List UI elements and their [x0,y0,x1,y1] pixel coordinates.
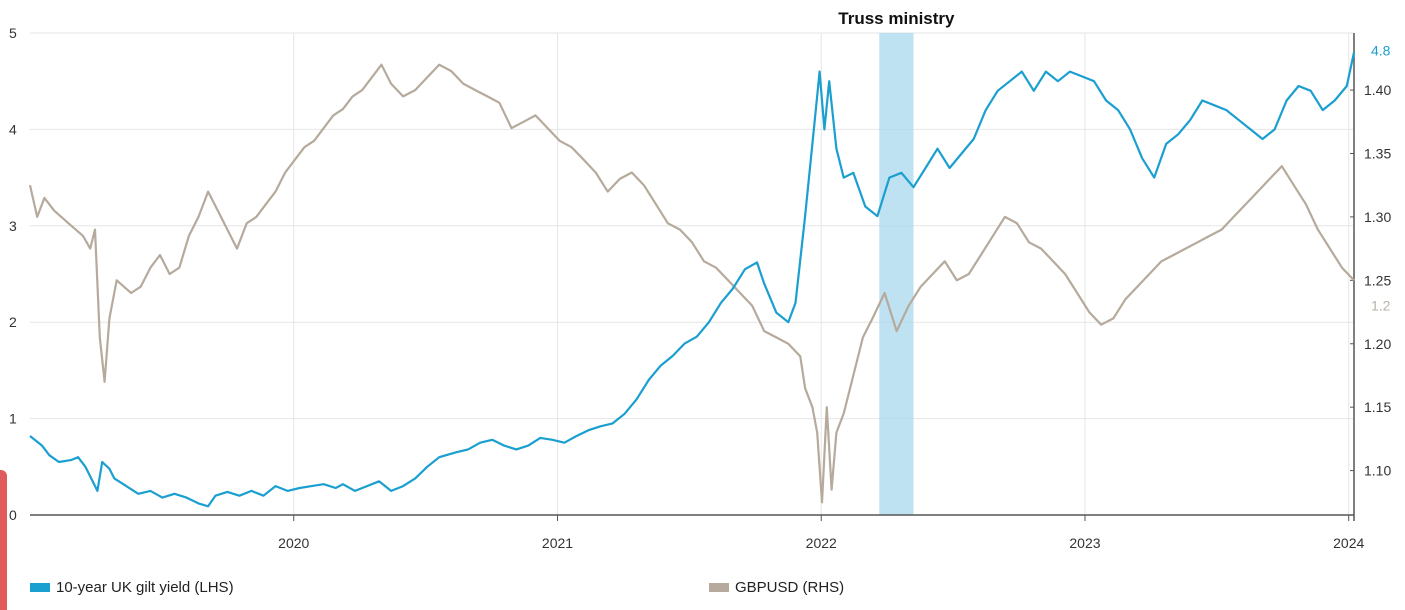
y-left-tick-label: 1 [9,411,17,427]
x-tick-label: 2022 [806,535,837,551]
y-right-tick-label: 1.40 [1364,82,1391,98]
y-left-tick-label: 5 [9,25,17,41]
y-right-tick-label: 1.35 [1364,146,1391,162]
legend-gilt-label: 10-year UK gilt yield (LHS) [56,579,234,596]
y-left-tick-label: 2 [9,314,17,330]
x-tick-label: 2021 [542,535,573,551]
y-right-tick-label: 1.10 [1364,463,1391,479]
legend-gbpusd-label: GBPUSD (RHS) [735,579,845,596]
legend-gilt: 10-year UK gilt yield (LHS) [30,579,234,596]
x-tick-label: 2020 [278,535,309,551]
axes [30,33,1355,521]
gridlines [30,32,1354,516]
y-right-tick-label: 1.20 [1364,336,1391,352]
gbpusd-end-label: 1.2 [1371,297,1391,313]
edge-tab[interactable] [0,470,7,610]
gilt-end-label: 4.8 [1371,42,1391,58]
y-left-tick-label: 0 [9,507,17,523]
end-labels: 4.8 1.2 [1371,42,1391,313]
x-tick-label: 2024 [1333,535,1364,551]
series-layer [28,52,1356,508]
y-right-tick-label: 1.15 [1364,399,1391,415]
tick-labels: 0 1 2 3 4 5 1.10 1.15 1.20 1.25 1.30 1.35 1.40 2020 20… [9,25,1391,551]
gilt-yield-line [29,52,1356,508]
legend-gbpusd-swatch [709,583,729,592]
legend-gbpusd: GBPUSD (RHS) [709,579,844,596]
y-left-tick-label: 4 [9,121,17,137]
legend-gilt-swatch [30,583,50,592]
gbpusd-line [28,63,1355,504]
y-right-tick-label: 1.25 [1364,272,1391,288]
y-right-tick-label: 1.30 [1364,209,1391,225]
x-tick-label: 2023 [1069,535,1100,551]
truss-ministry-band [879,33,914,515]
chart-title: Truss ministry [838,9,955,28]
y-left-tick-label: 3 [9,218,17,234]
